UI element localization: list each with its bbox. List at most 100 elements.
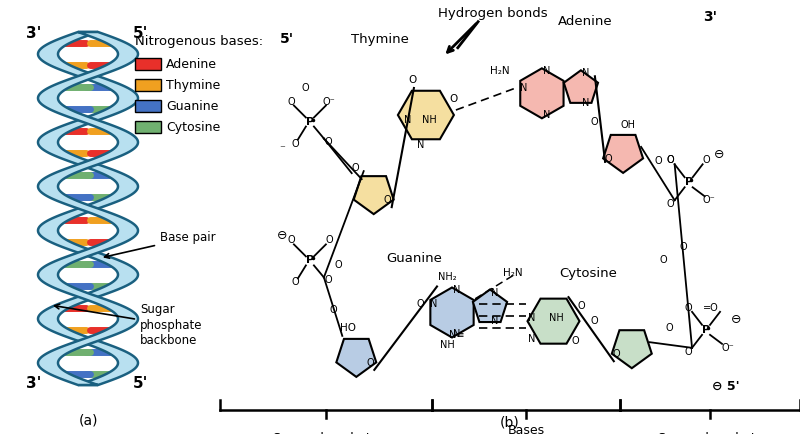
Text: N: N [582, 68, 590, 78]
Text: O: O [572, 336, 579, 346]
Text: O: O [334, 260, 342, 270]
Text: O⁻: O⁻ [722, 343, 734, 353]
Text: O: O [287, 235, 294, 245]
Text: 5': 5' [134, 26, 149, 42]
Text: N: N [454, 286, 461, 296]
Text: N: N [543, 110, 550, 120]
Text: O: O [613, 349, 621, 359]
Text: N: N [582, 99, 590, 108]
Text: O: O [287, 96, 294, 106]
Text: ⁻: ⁻ [279, 145, 285, 155]
Text: NH₂: NH₂ [438, 273, 456, 283]
Polygon shape [527, 299, 579, 344]
Text: O: O [324, 276, 332, 286]
Text: Cytosine: Cytosine [166, 121, 220, 134]
Text: P: P [685, 177, 693, 187]
Text: O: O [590, 316, 598, 326]
Text: Sugar-phosphate
backbone: Sugar-phosphate backbone [657, 432, 763, 434]
Polygon shape [603, 135, 643, 173]
Text: O: O [684, 347, 692, 357]
Text: Guanine: Guanine [386, 252, 442, 265]
Text: O: O [684, 303, 692, 313]
Text: 5': 5' [280, 32, 294, 46]
Text: O: O [366, 358, 374, 368]
Text: =O: =O [703, 303, 719, 313]
Text: Bases: Bases [507, 424, 545, 434]
Text: O: O [667, 199, 674, 209]
Text: ⊖: ⊖ [730, 313, 742, 326]
Text: O: O [680, 242, 687, 253]
Text: P: P [306, 116, 314, 127]
Text: N: N [528, 313, 535, 323]
Polygon shape [135, 79, 161, 91]
Polygon shape [430, 287, 474, 338]
Text: N: N [418, 140, 425, 150]
Text: O: O [324, 137, 332, 147]
Text: Thymine: Thymine [166, 79, 220, 92]
Text: NH: NH [549, 313, 564, 323]
Text: (b): (b) [500, 415, 520, 429]
Text: O: O [330, 305, 337, 316]
Text: O: O [667, 155, 674, 165]
Polygon shape [520, 68, 563, 118]
Text: N: N [520, 83, 527, 93]
Text: 3': 3' [703, 10, 717, 24]
Text: 3': 3' [26, 375, 42, 391]
Text: O: O [325, 235, 333, 245]
Text: P: P [702, 325, 710, 335]
Text: HO: HO [340, 323, 356, 333]
Text: N: N [430, 299, 438, 309]
Text: 3': 3' [26, 26, 42, 42]
Text: O: O [578, 301, 586, 311]
Text: N: N [491, 316, 498, 326]
Text: Base pair: Base pair [105, 231, 216, 258]
Text: OH: OH [621, 120, 635, 130]
Text: Hydrogen bonds: Hydrogen bonds [438, 7, 547, 20]
Text: ⊖: ⊖ [714, 148, 724, 161]
Text: NH: NH [422, 115, 436, 125]
Text: O⁻: O⁻ [322, 96, 335, 106]
Text: O: O [604, 154, 612, 164]
Polygon shape [135, 58, 161, 70]
Text: 5': 5' [134, 375, 149, 391]
Text: H₂N: H₂N [503, 268, 522, 279]
Text: H₂N: H₂N [490, 66, 510, 76]
Text: O: O [590, 116, 598, 127]
Text: Adenine: Adenine [558, 15, 613, 28]
Text: Sugar-phosphate
backbone: Sugar-phosphate backbone [273, 432, 379, 434]
Polygon shape [38, 32, 138, 385]
Text: Thymine: Thymine [350, 33, 409, 46]
Text: O: O [409, 75, 417, 85]
Text: Adenine: Adenine [166, 57, 217, 70]
Text: N: N [528, 334, 535, 344]
Text: N: N [454, 329, 461, 339]
Text: (a): (a) [78, 413, 98, 427]
Text: O: O [660, 255, 667, 266]
Text: O: O [416, 299, 424, 309]
Text: Guanine: Guanine [166, 99, 218, 112]
Text: P: P [306, 255, 314, 266]
Text: Sugar
phosphate
backbone: Sugar phosphate backbone [54, 303, 202, 346]
Text: Cytosine: Cytosine [559, 267, 618, 280]
Text: NH: NH [440, 341, 454, 351]
Polygon shape [135, 121, 161, 133]
Polygon shape [564, 70, 598, 103]
Text: ⊖: ⊖ [277, 229, 287, 242]
Text: N≡: N≡ [450, 330, 465, 341]
Polygon shape [135, 100, 161, 112]
Text: O⁻: O⁻ [702, 195, 715, 205]
Text: N: N [543, 66, 550, 76]
Text: O: O [301, 82, 309, 92]
Text: N: N [491, 289, 498, 299]
Text: Nitrogenous bases:: Nitrogenous bases: [135, 36, 263, 49]
Text: O: O [654, 155, 662, 166]
Text: N: N [404, 115, 411, 125]
Polygon shape [398, 91, 454, 139]
Text: O: O [666, 322, 674, 333]
Text: O: O [291, 138, 298, 148]
Polygon shape [38, 32, 138, 385]
Polygon shape [354, 176, 394, 214]
Text: O: O [384, 195, 391, 205]
Text: O: O [450, 94, 458, 104]
Polygon shape [336, 339, 376, 377]
